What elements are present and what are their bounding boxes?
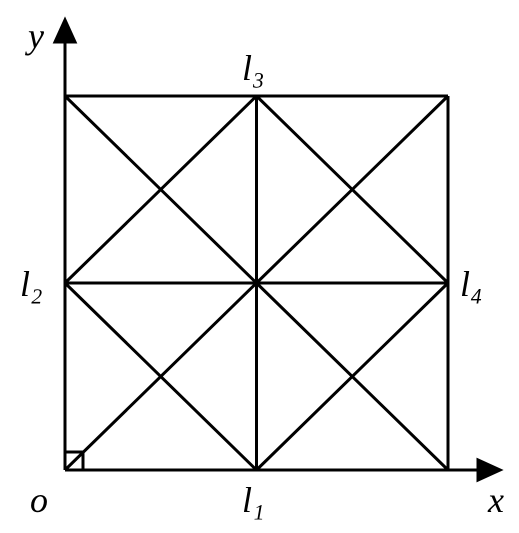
l1-label: l₁ — [242, 480, 265, 520]
origin-label: o — [30, 480, 48, 520]
y-axis-label: y — [25, 16, 44, 56]
l4-label: l₄ — [460, 264, 483, 304]
diagram-lines — [55, 20, 500, 480]
l3-label: l₃ — [242, 48, 265, 88]
x-axis-label: x — [487, 480, 504, 520]
l2-label: l₂ — [20, 264, 43, 304]
geometry-diagram: o x y l₁ l₂ l₃ l₄ — [0, 0, 519, 533]
